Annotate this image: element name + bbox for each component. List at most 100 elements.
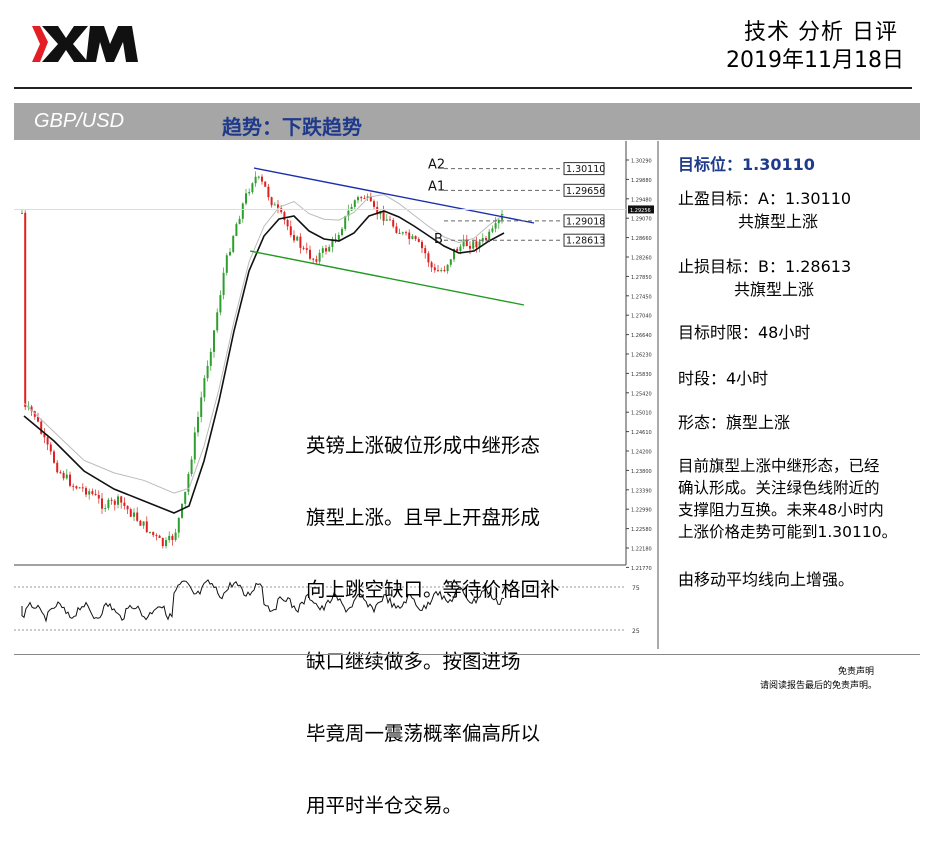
candle-body <box>446 264 449 272</box>
candle-body <box>49 444 52 452</box>
candle-body <box>136 512 139 521</box>
candle-body <box>245 193 247 204</box>
description-line: 支撑阻力互换。未来48小时内 <box>678 501 884 519</box>
axis-tick-label: 1.25010 <box>631 411 652 417</box>
title-banner <box>14 103 920 140</box>
candle-body <box>299 236 302 248</box>
disclaimer-title: 免责声明 <box>838 667 875 677</box>
candle-body <box>177 517 180 533</box>
candle-body <box>273 204 276 206</box>
axis-tick-label: 1.22180 <box>631 547 652 553</box>
candle-body <box>344 216 347 229</box>
axis-tick-label: 1.24610 <box>631 430 652 436</box>
candle-body <box>408 232 411 239</box>
candle-body <box>360 197 363 199</box>
candle-body <box>293 235 295 241</box>
candle-body <box>283 212 286 221</box>
axis-tick-label: 1.23390 <box>631 488 652 494</box>
candle-body <box>120 496 123 503</box>
candle-body <box>251 183 254 193</box>
candle-body <box>363 198 366 200</box>
candle-body <box>85 488 87 495</box>
candle-body <box>216 312 219 331</box>
candle-body <box>453 248 455 260</box>
price-chart: 1.30110 A2 1.29656 A1 1.29018 1.28613 B 1.3029… <box>14 141 659 649</box>
candle-body <box>241 203 244 219</box>
overlay-line: 旗型上涨。且早上开盘形成 <box>306 506 541 529</box>
candle-body <box>494 223 497 229</box>
channel-bottom-line <box>249 250 525 306</box>
candle-body <box>209 351 212 366</box>
level-price: 1.29018 <box>566 216 605 227</box>
candle-body <box>225 255 228 273</box>
candle-body <box>478 241 481 248</box>
take-profit-note: 共旗型上涨 <box>738 212 819 231</box>
candle-body <box>312 258 315 260</box>
candle-body <box>229 251 231 256</box>
candle-body <box>203 378 206 398</box>
candle-body <box>405 232 407 234</box>
take-profit: 止盈目标：A：1.30110 <box>678 189 852 208</box>
candle-body <box>347 210 350 217</box>
candle-body <box>465 239 468 247</box>
candle-body <box>369 196 372 202</box>
report-date: 2019年11月18日 <box>726 48 904 73</box>
axis-tick-label: 1.26640 <box>631 333 652 339</box>
candle-body <box>46 437 49 445</box>
candle-body <box>280 208 283 213</box>
candle-body <box>261 176 263 182</box>
candle-body <box>296 236 299 241</box>
axis-tick-label: 1.29480 <box>631 197 652 203</box>
candle-body <box>321 248 324 253</box>
axis-tick-label: 1.22990 <box>631 508 652 514</box>
candle-body <box>88 491 91 495</box>
candle-body <box>72 485 75 487</box>
candle-body <box>414 236 417 240</box>
candle-body <box>126 505 129 510</box>
axis-tick-label: 1.25420 <box>631 391 652 397</box>
candle-body <box>139 520 142 526</box>
time-limit: 目标时限：48小时 <box>678 323 811 342</box>
candle-body <box>171 535 174 540</box>
moving-average-gray <box>23 194 505 494</box>
candle-body <box>155 535 158 537</box>
target-levels: 1.30110 A2 1.29656 A1 1.29018 1.28613 B <box>428 158 605 248</box>
candle-body <box>373 201 375 207</box>
candle-body <box>433 267 436 271</box>
candle-body <box>110 499 113 501</box>
axis-tick-label: 1.27850 <box>631 275 652 281</box>
moving-average-black <box>23 210 505 514</box>
candle-body <box>331 239 334 247</box>
candle-body <box>389 219 391 221</box>
candle-body <box>488 231 491 240</box>
candle-body <box>315 259 318 262</box>
candle-body <box>81 487 84 489</box>
candle-body <box>123 502 126 506</box>
footer-divider <box>14 654 920 655</box>
candle-body <box>366 196 369 199</box>
description-line: 上涨价格走势可能到1.30110。 <box>678 523 898 541</box>
axis-tick-label: 1.26230 <box>631 353 652 359</box>
stop-loss-note: 共旗型上涨 <box>734 280 815 299</box>
candle-body <box>459 246 462 252</box>
candle-body <box>181 503 183 518</box>
candle-body <box>62 472 65 479</box>
candle-body <box>187 473 190 492</box>
trend-label: 趋势：下跌趋势 <box>222 115 362 139</box>
price-axis: 1.30290 1.29880 1.29480 1.29070 1.28660 1.282… <box>14 141 654 572</box>
candle-body <box>56 462 59 473</box>
overlay-line: 缺口继续做多。按图进场 <box>306 650 521 673</box>
description-line: 目前旗型上涨中继形态，已经 <box>678 457 880 475</box>
level-price: 1.29656 <box>566 186 605 197</box>
candle-body <box>325 248 327 252</box>
candle-body <box>472 241 475 249</box>
candle-body <box>152 531 155 536</box>
candle-body <box>197 416 199 433</box>
candle-body <box>69 474 71 486</box>
candle-body <box>376 206 379 215</box>
axis-tick-label: 1.25830 <box>631 372 652 378</box>
candle-body <box>328 246 331 252</box>
candle-body <box>264 181 267 187</box>
current-price-box <box>628 205 654 214</box>
candle-body <box>145 521 148 533</box>
